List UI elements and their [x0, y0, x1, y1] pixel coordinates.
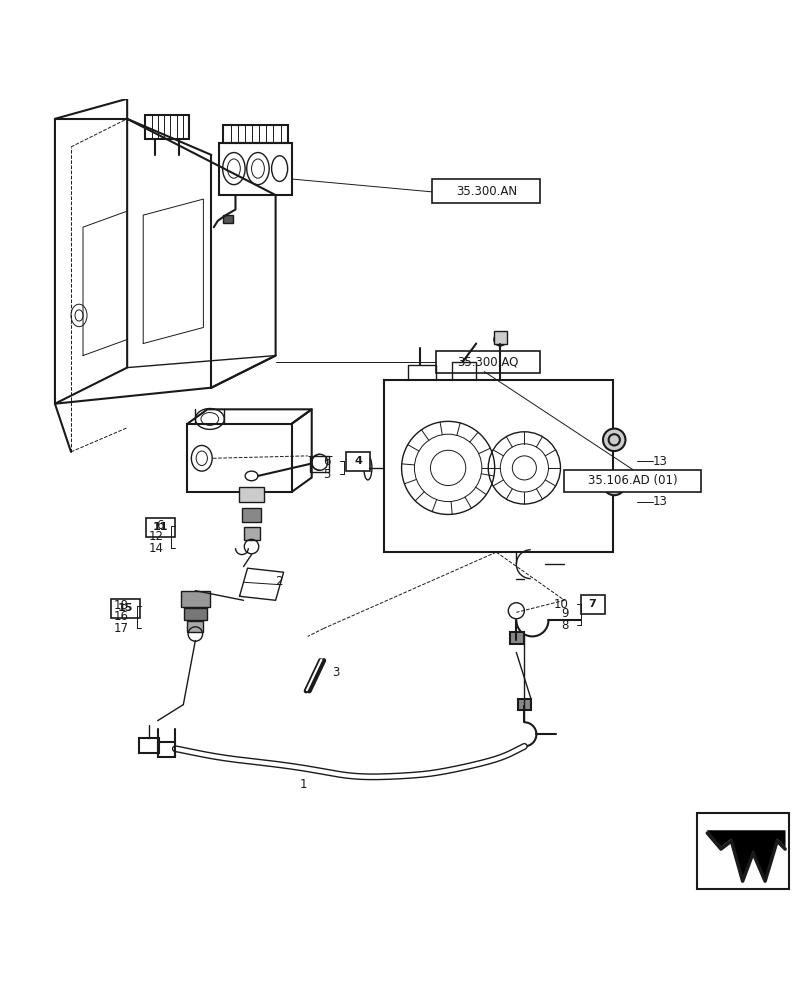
Bar	[310, 456, 330, 472]
Bar	[243, 527, 259, 540]
Text: 35.106.AD (01): 35.106.AD (01)	[588, 474, 678, 487]
Bar	[239, 487, 263, 502]
Text: 15: 15	[118, 603, 133, 613]
Text: 2: 2	[276, 575, 283, 588]
Bar	[187, 621, 204, 632]
Text: 1: 1	[300, 778, 307, 791]
Bar	[158, 742, 175, 757]
Bar	[184, 608, 207, 620]
Text: 6: 6	[322, 455, 330, 468]
Text: 14: 14	[148, 542, 163, 555]
Bar	[384, 380, 612, 552]
Text: 35.300.AQ: 35.300.AQ	[457, 355, 519, 368]
Ellipse shape	[603, 429, 625, 451]
Text: 8: 8	[561, 619, 569, 632]
Bar	[145, 518, 175, 537]
Bar	[187, 424, 292, 492]
Text: 16: 16	[114, 610, 128, 623]
Bar	[139, 738, 159, 753]
Bar	[145, 115, 189, 139]
Text: 17: 17	[114, 622, 128, 635]
Text: 4: 4	[355, 456, 362, 466]
Text: 9: 9	[561, 607, 569, 620]
Bar	[181, 591, 210, 607]
Text: 12: 12	[148, 530, 163, 543]
Bar	[696, 813, 789, 889]
Bar	[112, 599, 140, 618]
Bar	[494, 331, 507, 344]
Text: 7: 7	[589, 599, 596, 609]
Bar	[436, 351, 541, 373]
Bar	[346, 452, 370, 471]
Bar	[220, 143, 292, 195]
Text: 5: 5	[323, 468, 330, 481]
Text: 18: 18	[114, 599, 128, 612]
Text: 10: 10	[553, 598, 569, 611]
Text: 35.300.AN: 35.300.AN	[456, 185, 517, 198]
Bar	[224, 215, 233, 223]
Bar	[432, 179, 541, 203]
Bar	[224, 125, 288, 143]
Text: 3: 3	[332, 666, 339, 679]
Bar	[518, 699, 531, 710]
Text: 11: 11	[152, 522, 168, 532]
Text: 6: 6	[156, 519, 163, 532]
Bar	[242, 508, 261, 522]
Ellipse shape	[603, 473, 625, 495]
Bar	[510, 632, 524, 644]
Polygon shape	[707, 831, 785, 879]
Bar	[580, 595, 604, 614]
Bar	[565, 470, 701, 492]
Text: 13: 13	[653, 455, 667, 468]
Text: 13: 13	[653, 495, 667, 508]
